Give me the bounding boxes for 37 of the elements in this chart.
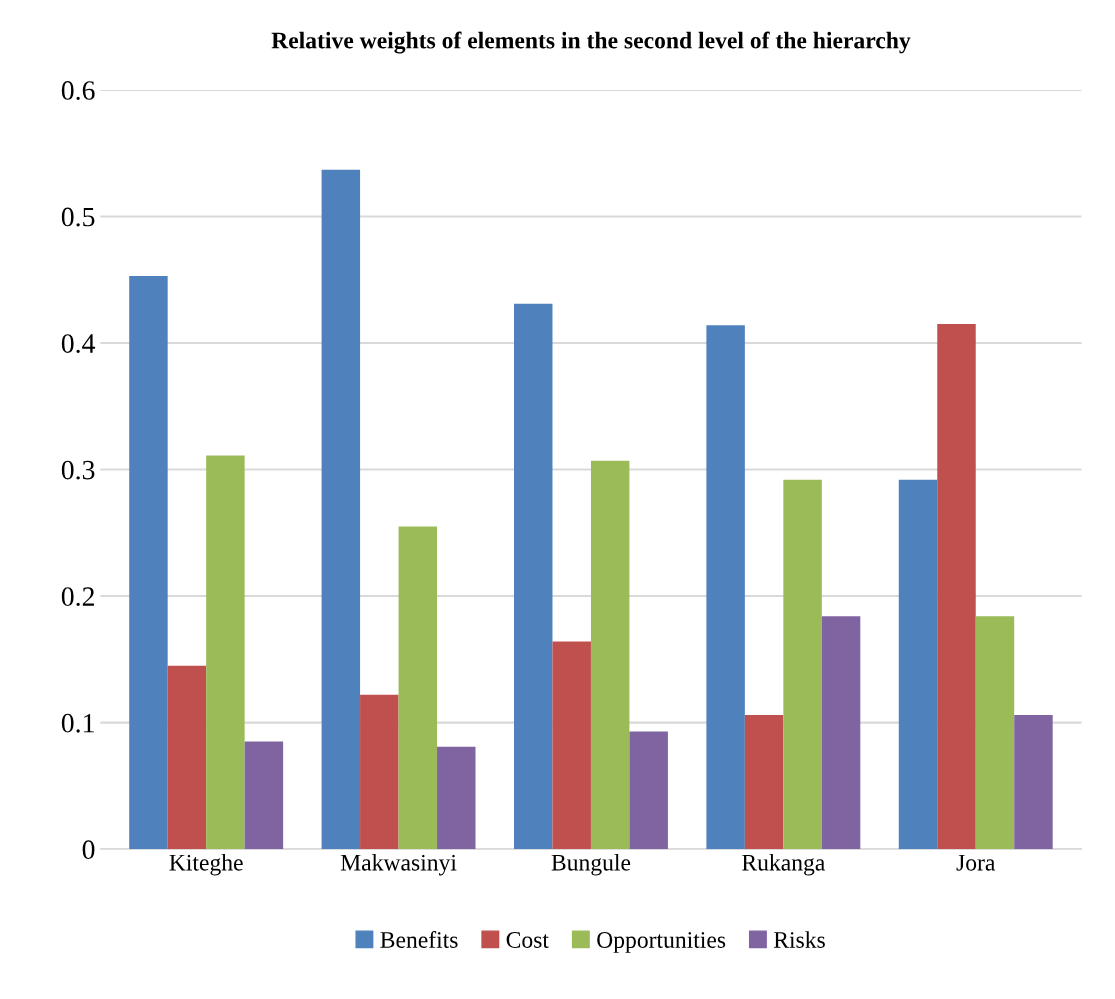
bar	[167, 665, 207, 850]
bar	[1014, 715, 1053, 850]
bar	[590, 460, 630, 850]
y-tick-label: 0.4	[61, 334, 96, 354]
legend-label: Risks	[773, 931, 825, 948]
bar	[783, 479, 822, 850]
bar	[244, 741, 284, 850]
bar	[552, 641, 591, 850]
bar	[975, 616, 1015, 850]
x-tick-label: Rukanga	[742, 854, 825, 876]
y-tick-label: 0.2	[61, 587, 94, 607]
bar	[706, 325, 745, 850]
bar	[513, 303, 553, 850]
bar	[321, 169, 361, 850]
chart-title: Relative weights of elements in the second level of the hierarchy	[271, 31, 911, 54]
bar	[744, 715, 784, 850]
y-tick-label: 0.3	[61, 460, 95, 480]
legend-label: Opportunities	[597, 932, 726, 953]
y-tick-label: 0.6	[61, 81, 95, 100]
y-tick-label: 0	[82, 840, 95, 860]
x-tick-label: Kiteghe	[169, 854, 243, 876]
bar	[129, 275, 168, 850]
y-tick-label: 0.5	[61, 207, 95, 227]
bar	[821, 616, 861, 850]
bar	[206, 455, 245, 850]
legend-label: Cost	[506, 932, 549, 948]
bar	[398, 526, 438, 850]
bar	[360, 694, 399, 850]
bar	[898, 479, 938, 850]
x-tick-label: Makwasinyi	[340, 854, 457, 876]
x-tick-label: Jora	[956, 854, 996, 871]
bar	[437, 746, 476, 850]
bar	[629, 731, 668, 850]
y-tick-label: 0.1	[61, 713, 94, 733]
bar	[937, 324, 976, 850]
legend-label: Benefits	[380, 931, 458, 948]
x-tick-label: Bungule	[551, 854, 631, 876]
